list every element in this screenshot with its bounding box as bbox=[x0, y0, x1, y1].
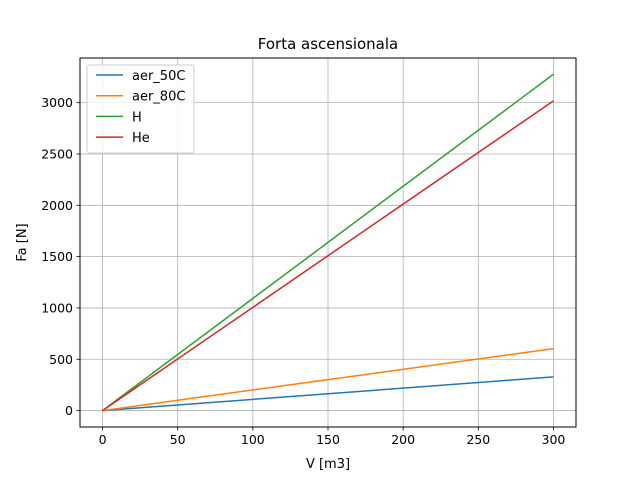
legend-box bbox=[86, 64, 195, 154]
grid bbox=[80, 58, 576, 427]
ticks: 0 50 100 150 200 250 3000500100015002000250030… bbox=[41, 95, 565, 447]
series-lines bbox=[102, 73, 554, 412]
y-tick-label: 1500 bbox=[41, 249, 73, 264]
x-axis-label: V [m3] bbox=[306, 457, 350, 472]
legend-label-aer-80c: aer_80C bbox=[132, 90, 185, 105]
series-line-aer-80c bbox=[102, 347, 554, 412]
series-line-h bbox=[102, 73, 554, 412]
x-tick-label: 200 bbox=[391, 432, 415, 447]
series-line-he bbox=[102, 100, 554, 412]
x-tick-label: 100 bbox=[241, 432, 265, 447]
legend-label-he: He bbox=[132, 131, 150, 146]
y-tick-label: 3000 bbox=[41, 95, 73, 110]
x-tick-label: 150 bbox=[316, 432, 340, 447]
y-axis-label: Fa [N] bbox=[15, 223, 30, 261]
y-tick-label: 0 bbox=[65, 403, 73, 418]
chart-title: Forta ascensionala bbox=[258, 35, 399, 53]
y-tick-label: 1000 bbox=[41, 300, 73, 315]
y-tick-label: 2500 bbox=[41, 146, 73, 161]
x-tick-label: 50 bbox=[170, 432, 186, 447]
y-tick-label: 500 bbox=[49, 352, 73, 367]
legend-label-aer-50c: aer_50C bbox=[132, 69, 185, 84]
series-line-aer-50c bbox=[102, 376, 554, 412]
x-tick-label: 0 bbox=[99, 432, 107, 447]
x-tick-label: 300 bbox=[542, 432, 566, 447]
legend-label-h: H bbox=[132, 110, 142, 125]
y-tick-label: 2000 bbox=[41, 198, 73, 213]
x-tick-label: 250 bbox=[466, 432, 490, 447]
legend: aer_50C aer_80C H He bbox=[86, 64, 195, 154]
